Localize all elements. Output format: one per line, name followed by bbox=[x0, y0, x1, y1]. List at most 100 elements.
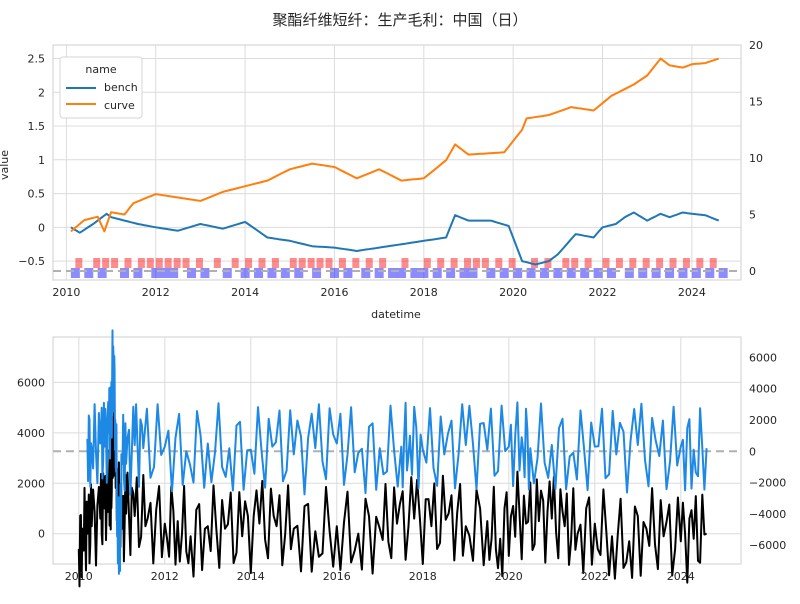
red-band bbox=[124, 258, 132, 268]
red-band bbox=[245, 258, 253, 268]
red-band bbox=[464, 258, 472, 268]
y-tick-label: 2000 bbox=[17, 477, 45, 490]
top-xlabel: datetime bbox=[371, 308, 421, 321]
x-tick-label: 2018 bbox=[409, 570, 437, 583]
y-tick-label: 0 bbox=[38, 221, 45, 234]
red-band bbox=[75, 258, 83, 268]
red-band bbox=[642, 258, 650, 268]
red-band bbox=[531, 258, 539, 268]
blue-band bbox=[718, 268, 728, 278]
y2-tick-label: 10 bbox=[749, 152, 763, 165]
blue-band bbox=[410, 268, 420, 278]
red-band bbox=[231, 258, 239, 268]
red-band bbox=[146, 258, 154, 268]
y-tick-label: 0 bbox=[38, 528, 45, 541]
series-line-curve bbox=[70, 57, 719, 233]
y-tick-label: 1.5 bbox=[28, 120, 46, 133]
x-tick-label: 2010 bbox=[52, 286, 80, 299]
top-grid bbox=[53, 45, 741, 280]
y2-tick-label: −2000 bbox=[749, 477, 786, 490]
red-band bbox=[325, 258, 333, 268]
y2-tick-label: 2000 bbox=[749, 414, 777, 427]
y-tick-label: 2 bbox=[38, 86, 45, 99]
blue-band bbox=[526, 268, 536, 278]
blue-band bbox=[580, 268, 590, 278]
blue-band bbox=[624, 268, 634, 278]
blue-band bbox=[606, 268, 616, 278]
red-band bbox=[298, 258, 306, 268]
blue-band bbox=[705, 268, 715, 278]
blue-band bbox=[638, 268, 648, 278]
bottom-ticks: 2010 2012 2014 2016 2018 2020 2022 2024 0 2000 400… bbox=[17, 351, 786, 583]
blue-band bbox=[361, 268, 371, 278]
blue-band bbox=[84, 268, 94, 278]
red-band bbox=[602, 258, 610, 268]
chart-title: 聚酯纤维短纤：生产毛利：中国（日） bbox=[272, 11, 528, 29]
series-line-bench bbox=[70, 211, 720, 266]
blue-band bbox=[388, 268, 398, 278]
blue-band bbox=[267, 268, 277, 278]
red-band bbox=[495, 258, 503, 268]
x-tick-label: 2020 bbox=[499, 286, 527, 299]
red-band bbox=[155, 258, 163, 268]
blue-band bbox=[486, 268, 496, 278]
blue-band bbox=[133, 268, 143, 278]
blue-band bbox=[665, 268, 675, 278]
blue-band bbox=[691, 268, 701, 278]
x-tick-label: 2012 bbox=[142, 286, 170, 299]
blue-band bbox=[280, 268, 290, 278]
blue-band bbox=[70, 268, 80, 278]
red-band bbox=[182, 258, 190, 268]
blue-band bbox=[160, 268, 170, 278]
blue-band bbox=[343, 268, 353, 278]
red-band bbox=[423, 258, 431, 268]
x-tick-label: 2018 bbox=[410, 286, 438, 299]
red-band bbox=[629, 258, 637, 268]
red-band bbox=[289, 258, 297, 268]
blue-band bbox=[593, 268, 603, 278]
blue-band bbox=[169, 268, 179, 278]
blue-band bbox=[468, 268, 478, 278]
blue-band bbox=[419, 268, 429, 278]
blue-band bbox=[312, 268, 322, 278]
red-band bbox=[365, 258, 373, 268]
blue-band bbox=[566, 268, 576, 278]
blue-band bbox=[240, 268, 250, 278]
y2-tick-label: 15 bbox=[749, 95, 763, 108]
red-band bbox=[164, 258, 172, 268]
blue-band bbox=[222, 268, 232, 278]
blue-band bbox=[499, 268, 509, 278]
red-band bbox=[401, 258, 409, 268]
blue-band bbox=[397, 268, 406, 278]
top-plot-area bbox=[52, 44, 742, 281]
x-tick-label: 2024 bbox=[678, 286, 706, 299]
x-tick-label: 2016 bbox=[320, 286, 348, 299]
red-band bbox=[656, 258, 664, 268]
red-band bbox=[271, 258, 279, 268]
legend-label-curve: curve bbox=[104, 99, 135, 112]
x-tick-label: 2022 bbox=[589, 286, 617, 299]
red-band bbox=[615, 258, 623, 268]
blue-band bbox=[459, 268, 469, 278]
blue-band bbox=[513, 268, 523, 278]
blue-band bbox=[678, 268, 688, 278]
red-band bbox=[481, 258, 489, 268]
top-series bbox=[70, 57, 720, 266]
red-band bbox=[137, 258, 145, 268]
red-band bbox=[508, 258, 516, 268]
blue-band bbox=[97, 268, 107, 278]
y-tick-label: −0.5 bbox=[18, 255, 45, 268]
red-band bbox=[544, 258, 552, 268]
blue-band bbox=[187, 268, 197, 278]
red-band bbox=[682, 258, 690, 268]
blue-band bbox=[446, 268, 456, 278]
red-band bbox=[338, 258, 346, 268]
y2-tick-label: −4000 bbox=[749, 508, 786, 521]
y-tick-label: 1 bbox=[38, 154, 45, 167]
y2-tick-label: 20 bbox=[749, 39, 763, 52]
red-band bbox=[472, 258, 480, 268]
y2-tick-label: 4000 bbox=[749, 383, 777, 396]
blue-band bbox=[151, 268, 161, 278]
legend: name bench curve bbox=[59, 56, 143, 119]
blue-band bbox=[254, 268, 264, 278]
